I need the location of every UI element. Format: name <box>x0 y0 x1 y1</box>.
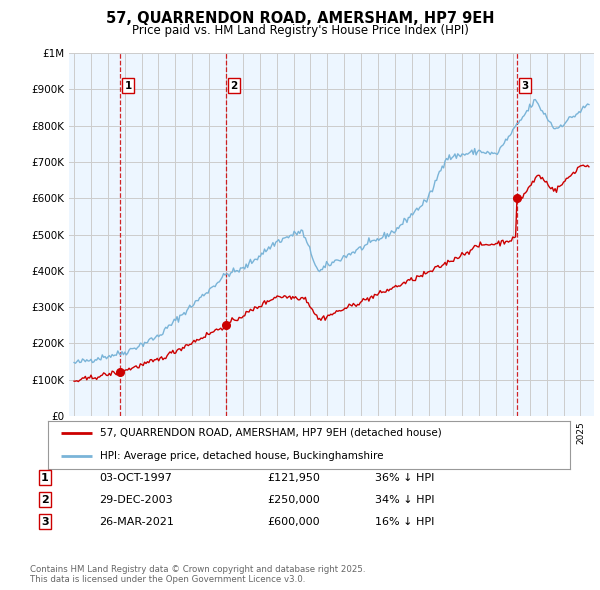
Text: 3: 3 <box>41 517 49 526</box>
Text: 36% ↓ HPI: 36% ↓ HPI <box>375 473 434 483</box>
Bar <box>121 53 226 416</box>
Text: £600,000: £600,000 <box>267 517 320 526</box>
Bar <box>517 53 594 416</box>
Text: Price paid vs. HM Land Registry's House Price Index (HPI): Price paid vs. HM Land Registry's House … <box>131 24 469 37</box>
Text: 34% ↓ HPI: 34% ↓ HPI <box>375 495 434 504</box>
Bar <box>226 53 517 416</box>
Text: 26-MAR-2021: 26-MAR-2021 <box>99 517 174 526</box>
Text: 3: 3 <box>521 81 529 91</box>
Text: 57, QUARRENDON ROAD, AMERSHAM, HP7 9EH: 57, QUARRENDON ROAD, AMERSHAM, HP7 9EH <box>106 11 494 25</box>
Text: 2: 2 <box>230 81 237 91</box>
Text: 03-OCT-1997: 03-OCT-1997 <box>99 473 172 483</box>
Text: 16% ↓ HPI: 16% ↓ HPI <box>375 517 434 526</box>
Text: £250,000: £250,000 <box>267 495 320 504</box>
Text: Contains HM Land Registry data © Crown copyright and database right 2025.
This d: Contains HM Land Registry data © Crown c… <box>30 565 365 584</box>
Text: 57, QUARRENDON ROAD, AMERSHAM, HP7 9EH (detached house): 57, QUARRENDON ROAD, AMERSHAM, HP7 9EH (… <box>100 428 442 438</box>
Text: HPI: Average price, detached house, Buckinghamshire: HPI: Average price, detached house, Buck… <box>100 451 384 461</box>
Text: 29-DEC-2003: 29-DEC-2003 <box>99 495 173 504</box>
Bar <box>69 53 121 416</box>
Text: 2: 2 <box>41 495 49 504</box>
Text: £121,950: £121,950 <box>267 473 320 483</box>
Text: 1: 1 <box>41 473 49 483</box>
Text: 1: 1 <box>125 81 132 91</box>
